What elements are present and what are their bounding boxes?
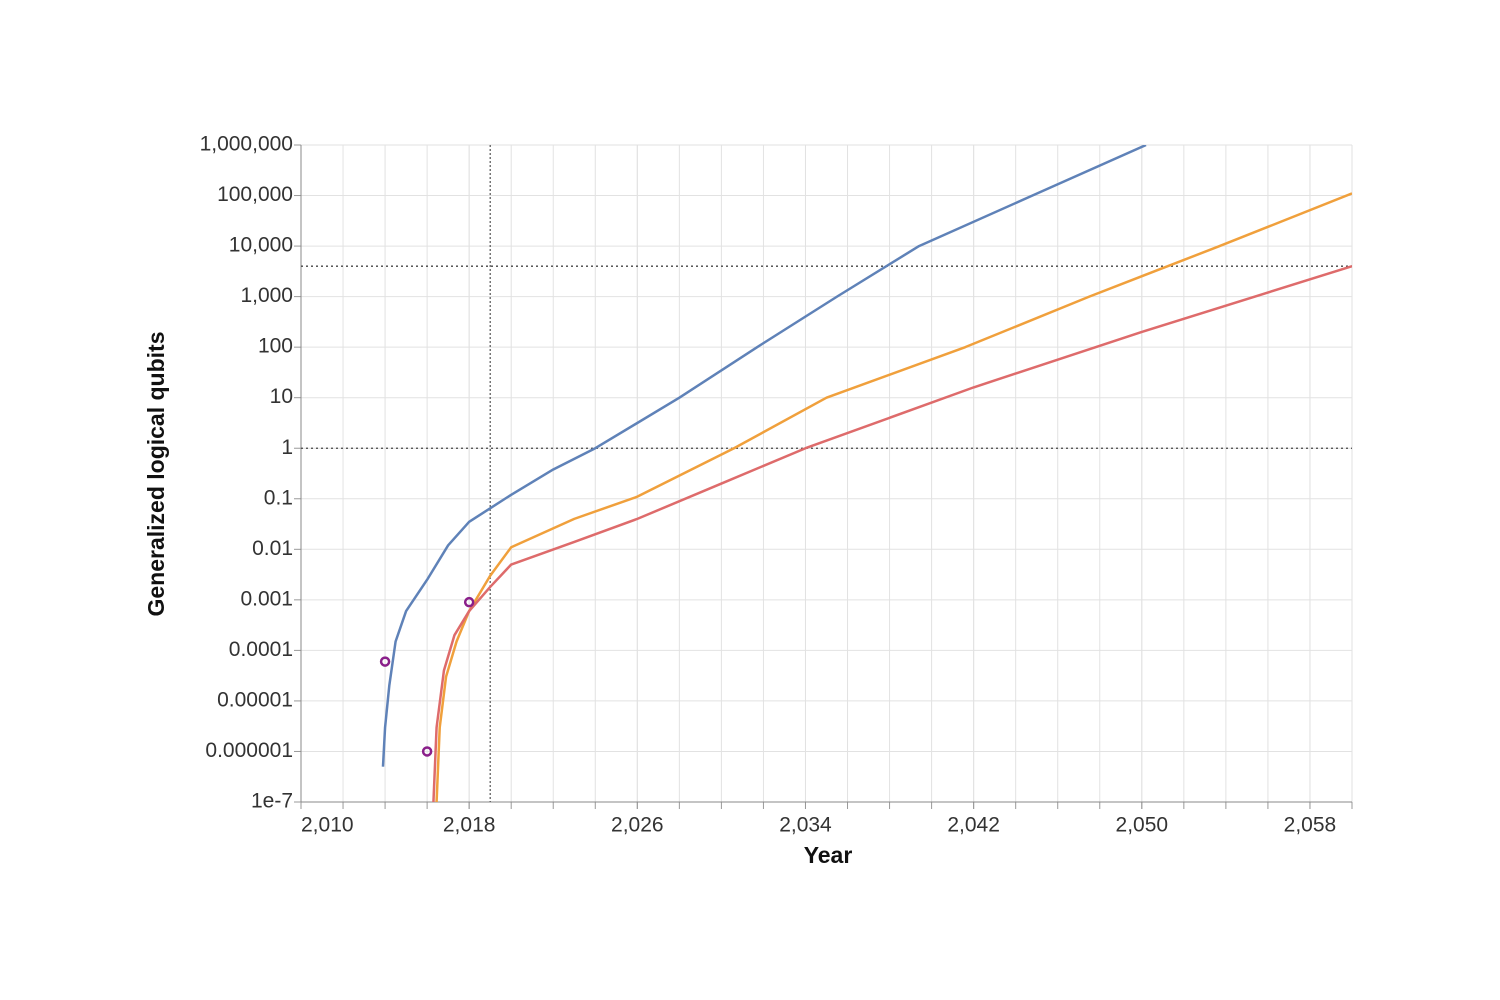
y-tick-label: 1 xyxy=(281,436,293,459)
y-tick-label: 1e-7 xyxy=(251,790,293,813)
x-tick-label: 2,026 xyxy=(611,814,664,837)
y-axis-title: Generalized logical qubits xyxy=(143,331,169,616)
series-line xyxy=(432,264,1352,802)
y-tick-label: 0.1 xyxy=(264,486,293,509)
y-tick-label: 1,000 xyxy=(240,284,293,307)
x-tick-label: 2,034 xyxy=(779,814,832,837)
x-tick-label: 2,010 xyxy=(301,814,354,837)
y-tick-label: 0.00001 xyxy=(217,688,293,711)
x-tick-label: 2,058 xyxy=(1284,814,1337,837)
y-tick-label: 10 xyxy=(270,385,293,408)
y-tick-label: 100 xyxy=(258,335,293,358)
x-tick-label: 2,042 xyxy=(947,814,1000,837)
series-line xyxy=(381,145,1147,767)
y-tick-label: 0.000001 xyxy=(205,739,293,762)
plot-area xyxy=(379,145,1352,802)
data-point xyxy=(421,746,433,757)
y-tick-label: 0.01 xyxy=(252,537,293,560)
y-tick-label: 0.001 xyxy=(240,587,293,610)
data-point xyxy=(379,656,391,667)
x-tick-label: 2,018 xyxy=(443,814,496,837)
x-axis-title: Year xyxy=(804,842,853,868)
y-tick-label: 1,000,000 xyxy=(200,133,293,156)
x-tick-label: 2,050 xyxy=(1116,814,1169,837)
y-tick-label: 100,000 xyxy=(217,183,293,206)
series-line xyxy=(435,192,1352,802)
y-tick-label: 10,000 xyxy=(229,234,293,257)
y-tick-label: 0.0001 xyxy=(229,638,293,661)
data-point xyxy=(463,596,475,608)
